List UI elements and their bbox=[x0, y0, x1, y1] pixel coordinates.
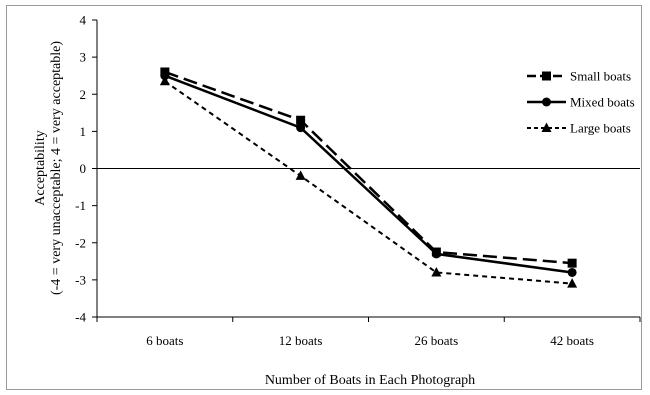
y-axis-title-line1: Acceptability bbox=[33, 130, 48, 205]
data-point-mixed-boats bbox=[567, 267, 577, 277]
y-axis-title: Acceptability (-4 = very unacceptable; 4… bbox=[33, 41, 64, 295]
legend-marker-large-boats bbox=[541, 122, 552, 132]
data-point-mixed-boats bbox=[160, 71, 170, 81]
y-tick-label: -1 bbox=[75, 198, 86, 213]
x-tick-label: 42 boats bbox=[550, 333, 594, 348]
y-tick-label: 1 bbox=[80, 124, 87, 139]
data-point-mixed-boats bbox=[296, 123, 306, 133]
x-axis-title: Number of Boats in Each Photograph bbox=[265, 373, 475, 388]
data-point-large-boats bbox=[567, 278, 578, 288]
series-line-small-boats bbox=[164, 70, 573, 265]
x-tick-label: 12 boats bbox=[279, 333, 323, 348]
y-tick-label: 3 bbox=[80, 50, 87, 65]
data-point-large-boats bbox=[431, 266, 442, 277]
x-tick-label: 26 boats bbox=[415, 333, 459, 348]
legend-label-large-boats: Large boats bbox=[570, 121, 631, 136]
y-tick-label: -2 bbox=[75, 235, 86, 250]
x-ticks: 6 boats 12 boats 26 boats 42 boats bbox=[96, 317, 641, 348]
legend: Small boats Mixed boats Large boats bbox=[527, 69, 635, 136]
legend-marker-small-boats bbox=[542, 71, 551, 81]
y-ticks: 4 3 2 1 0 -1 -2 -3 -4 bbox=[75, 13, 97, 325]
data-point-large-boats bbox=[159, 75, 170, 86]
y-tick-label: -3 bbox=[75, 272, 86, 287]
data-point-small-boats bbox=[296, 115, 306, 125]
y-tick-label: 0 bbox=[80, 161, 87, 176]
data-point-small-boats bbox=[567, 258, 577, 268]
y-tick-label: 2 bbox=[80, 87, 87, 102]
data-point-mixed-boats bbox=[431, 249, 441, 259]
y-tick-label: -4 bbox=[75, 310, 86, 325]
data-point-large-boats bbox=[295, 170, 306, 180]
legend-label-mixed-boats: Mixed boats bbox=[570, 95, 635, 110]
series-layer bbox=[159, 67, 578, 288]
x-tick-label: 6 boats bbox=[146, 333, 183, 348]
legend-marker-mixed-boats bbox=[542, 97, 551, 107]
y-tick-label: 4 bbox=[80, 13, 87, 28]
series-line-large-boats bbox=[164, 80, 573, 285]
series-line-mixed-boats bbox=[164, 74, 573, 274]
y-axis-title-line2: (-4 = very unacceptable; 4 = very accept… bbox=[49, 41, 64, 295]
legend-label-small-boats: Small boats bbox=[570, 69, 631, 84]
chart-frame bbox=[6, 5, 642, 390]
